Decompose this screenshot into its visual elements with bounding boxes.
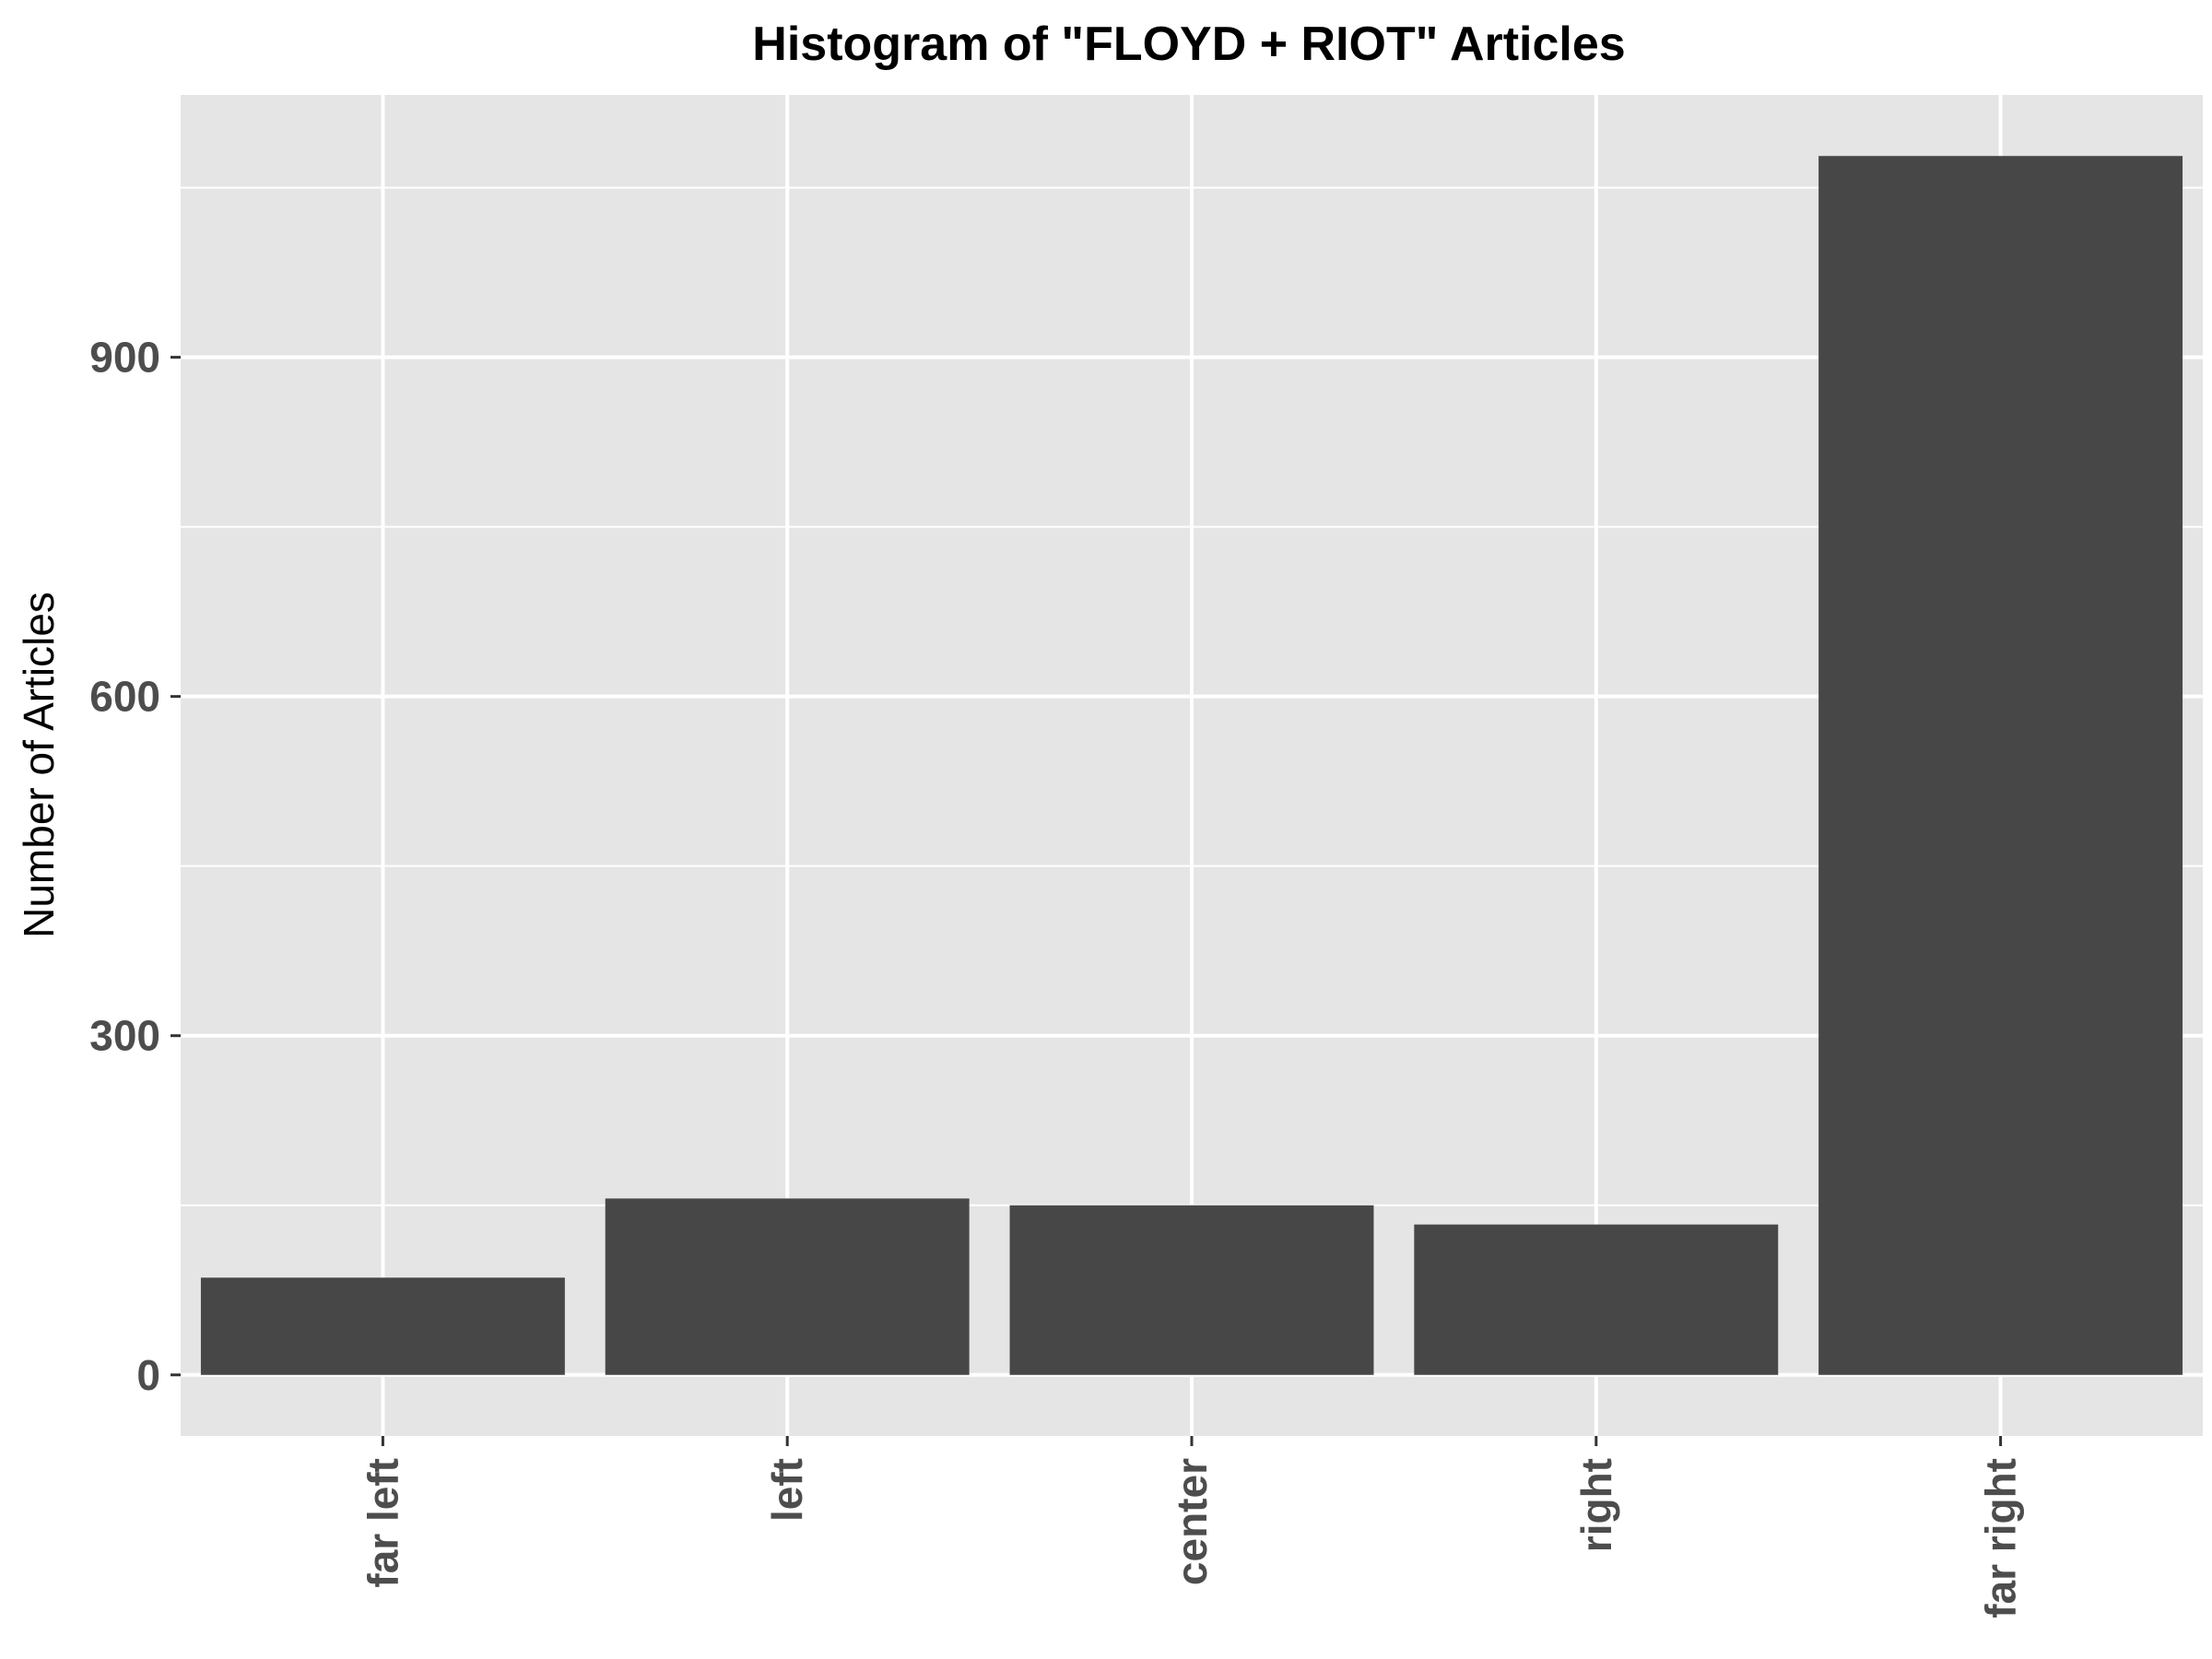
tick-marks <box>171 356 2003 1446</box>
x-tick-label: far left <box>359 1458 406 1588</box>
y-tick-label: 600 <box>89 673 160 721</box>
y-tick-label: 300 <box>89 1012 160 1060</box>
chart-title: Histogram of "FLOYD + RIOT" Articles <box>752 18 1625 71</box>
y-tick-label: 0 <box>136 1351 160 1399</box>
bar-left <box>605 1198 970 1375</box>
bar-center <box>1009 1205 1374 1375</box>
x-tick-label: center <box>1168 1458 1216 1585</box>
bar-far-left <box>200 1277 565 1375</box>
x-tick-label: far right <box>1977 1458 2025 1618</box>
x-tick-label: right <box>1572 1458 1620 1552</box>
y-tick-labels: 0 300 600 900 <box>89 334 160 1399</box>
y-tick-label: 900 <box>89 334 160 382</box>
bar-right <box>1414 1224 1779 1375</box>
x-tick-labels: far left left center right far right <box>359 1458 2024 1618</box>
bar-far-right <box>1818 156 2183 1375</box>
x-tick-label: left <box>763 1458 811 1522</box>
bars <box>200 156 2183 1375</box>
y-axis-label: Number of Articles <box>15 592 63 938</box>
